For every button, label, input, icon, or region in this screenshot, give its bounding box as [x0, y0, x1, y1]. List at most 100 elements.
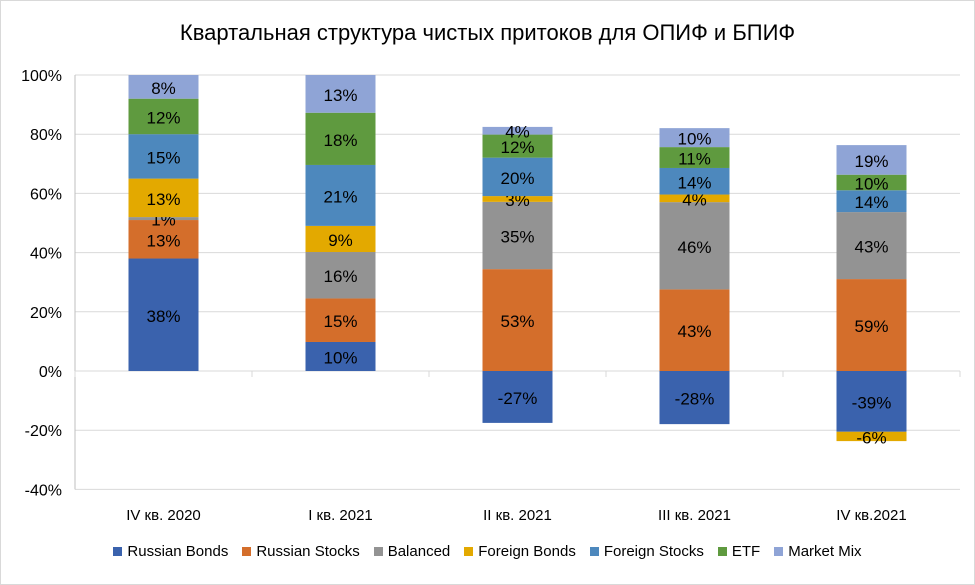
bar-segment: [305, 75, 376, 113]
chart-title: Квартальная структура чистых притоков дл…: [179, 20, 796, 45]
x-tick-label: IV кв. 2020: [126, 507, 201, 524]
x-tick-label: II кв. 2021: [483, 507, 552, 524]
bar-segment: [659, 202, 730, 290]
bar-segment: [128, 178, 199, 218]
y-tick-label: -20%: [25, 423, 62, 440]
y-tick-label: 40%: [30, 246, 62, 263]
legend-item: Market Mix: [774, 543, 862, 560]
data-label: 12%: [500, 138, 534, 157]
data-label: -39%: [852, 393, 892, 412]
data-label: -6%: [856, 428, 886, 447]
bar-segment: [659, 128, 730, 148]
bar-segment: [836, 145, 907, 175]
bar-segment: [128, 75, 199, 99]
data-label: 11%: [678, 150, 711, 169]
data-label: 14%: [854, 193, 888, 212]
bar-segment: [482, 157, 553, 197]
bar-segment: [836, 212, 907, 280]
legend-label: Market Mix: [788, 543, 862, 560]
bar-segment: [482, 201, 553, 270]
data-label: 35%: [500, 227, 534, 246]
bar-segment: [659, 194, 730, 203]
data-label: 10%: [854, 174, 888, 193]
data-label: -27%: [498, 389, 538, 408]
bar-segment: [836, 174, 907, 191]
data-label: 9%: [328, 231, 353, 250]
data-label: 15%: [146, 148, 180, 167]
legend-swatch: [589, 547, 599, 556]
legend-label: Russian Bonds: [127, 543, 229, 560]
legend-label: ETF: [731, 543, 761, 560]
legend-swatch: [113, 547, 123, 556]
x-tick-label: I кв. 2021: [308, 507, 373, 524]
bar-segment: [128, 134, 199, 179]
data-label: 59%: [854, 317, 888, 336]
bar-segment: [482, 134, 553, 158]
legend-item: Foreign Stocks: [589, 543, 704, 560]
bar-segment: [128, 217, 199, 221]
legend-swatch: [717, 547, 727, 556]
legend-label: Foreign Stocks: [603, 543, 704, 560]
data-label: 38%: [146, 307, 180, 326]
bar-segment: [128, 258, 199, 371]
data-label: 13%: [323, 86, 357, 105]
y-tick-label: -40%: [25, 482, 62, 499]
legend-item: Foreign Bonds: [464, 543, 576, 560]
data-label: 46%: [677, 238, 711, 257]
bar-segment: [482, 269, 553, 371]
x-tick-label: IV кв.2021: [836, 507, 906, 524]
bar-segment: [836, 279, 907, 371]
y-tick-label: 20%: [30, 305, 62, 322]
bar-segment: [659, 167, 730, 195]
data-label: 13%: [146, 231, 180, 250]
bar-segment: [305, 341, 376, 371]
bar-segment: [128, 220, 199, 259]
legend-swatch: [774, 547, 784, 556]
bar-segment: [305, 225, 376, 253]
bar-segment: [836, 371, 907, 432]
legend-swatch: [242, 547, 252, 556]
data-label: -28%: [675, 390, 715, 409]
data-label: 20%: [500, 169, 534, 188]
bar-segment: [482, 371, 553, 423]
y-tick-label: 0%: [39, 364, 62, 381]
legend-swatch: [464, 547, 474, 556]
bar-segment: [836, 431, 907, 442]
y-tick-label: 80%: [30, 127, 62, 144]
legend-item: Russian Bonds: [113, 543, 228, 560]
data-label: 21%: [323, 187, 357, 206]
data-label: 19%: [854, 152, 888, 171]
data-label: 13%: [146, 190, 180, 209]
legend-label: Foreign Bonds: [478, 543, 576, 560]
legend-item: ETF: [717, 543, 761, 560]
data-label: 12%: [146, 108, 180, 127]
data-label: 4%: [505, 123, 530, 142]
bar-segment: [836, 190, 907, 213]
y-tick-label: 60%: [30, 186, 62, 203]
data-label: 10%: [677, 130, 711, 149]
data-label: 14%: [677, 173, 711, 192]
data-label: 15%: [323, 312, 357, 331]
legend-label: Russian Stocks: [256, 543, 360, 560]
bar-segment: [482, 126, 553, 135]
bar-segment: [305, 164, 376, 226]
bar-segment: [482, 196, 553, 202]
bar-segment: [305, 252, 376, 299]
bar-segment: [305, 298, 376, 342]
bar-segment: [128, 98, 199, 135]
y-tick-label: 100%: [21, 68, 62, 85]
data-label: 8%: [151, 79, 176, 98]
bar-segment: [659, 289, 730, 371]
data-label: 16%: [323, 267, 357, 286]
legend-item: Russian Stocks: [242, 543, 360, 560]
data-label: 4%: [682, 190, 707, 209]
data-label: 53%: [500, 312, 534, 331]
data-label: 18%: [323, 131, 357, 150]
bar-segment: [305, 112, 376, 165]
legend: Russian Bonds Russian Stocks Balanced Forei…: [0, 543, 975, 560]
data-label: 43%: [677, 322, 711, 341]
data-label: 43%: [854, 238, 888, 257]
legend-label: Balanced: [387, 543, 451, 560]
legend-swatch: [373, 547, 383, 556]
